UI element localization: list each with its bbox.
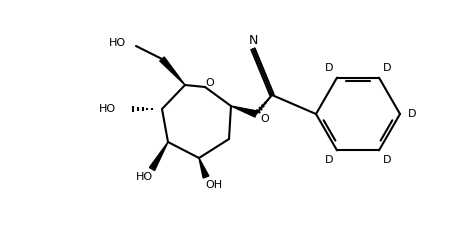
Text: O: O xyxy=(260,114,269,124)
Text: D: D xyxy=(383,155,391,165)
Polygon shape xyxy=(160,57,185,85)
Polygon shape xyxy=(231,106,257,117)
Text: OH: OH xyxy=(206,180,223,190)
Text: N: N xyxy=(248,35,257,47)
Text: HO: HO xyxy=(109,38,126,48)
Text: HO: HO xyxy=(135,172,152,182)
Text: D: D xyxy=(408,109,416,119)
Text: D: D xyxy=(325,155,333,165)
Polygon shape xyxy=(199,158,209,178)
Polygon shape xyxy=(150,142,168,171)
Text: O: O xyxy=(206,78,214,88)
Text: D: D xyxy=(325,63,333,73)
Text: HO: HO xyxy=(99,104,116,114)
Text: D: D xyxy=(383,63,391,73)
